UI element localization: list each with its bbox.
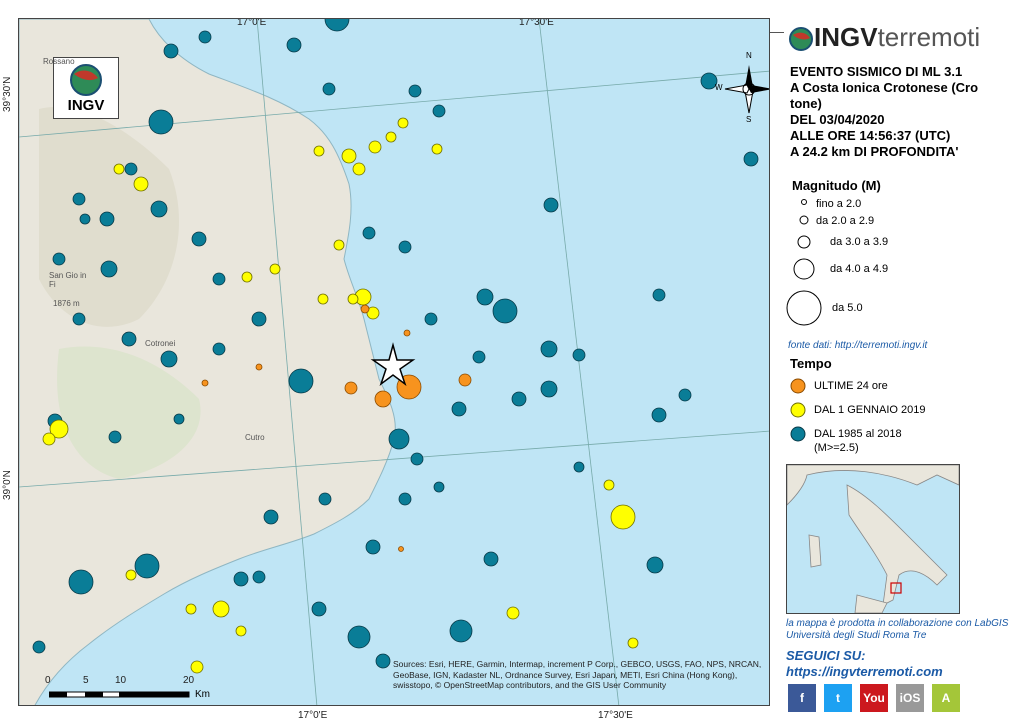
mag-class-3: da 3.0 a 3.9 xyxy=(830,236,889,248)
brand-bold: INGV xyxy=(814,22,878,52)
title-line-4: DEL 03/04/2020 xyxy=(790,112,885,127)
scale-tick-20: 20 xyxy=(183,675,195,686)
ingv-logo: INGV xyxy=(53,57,119,119)
mag-class-5: da 5.0 xyxy=(832,302,863,314)
title-line-3: tone) xyxy=(790,96,822,111)
globe-icon xyxy=(70,64,102,96)
website-link[interactable]: https://ingvterremoti.com xyxy=(786,664,943,679)
lat-label-2: 39°0'N xyxy=(2,470,13,500)
mag-class-4: da 4.0 a 4.9 xyxy=(830,263,889,275)
north-arrow: N S W E xyxy=(715,51,769,124)
time-1985: DAL 1985 al 2018 xyxy=(814,428,902,440)
place-cotronei: Cotronei xyxy=(145,339,176,348)
epicenter-star xyxy=(370,342,416,387)
scale-tick-10: 10 xyxy=(115,675,127,686)
legend-panel: INGVterremoti EVENTO SISMICO DI ML 3.1 A… xyxy=(780,18,1024,724)
lon-label-bottom-2: 17°30'E xyxy=(598,710,633,721)
lon-label-bottom-1: 17°0'E xyxy=(298,710,328,721)
android-icon[interactable]: A xyxy=(932,684,960,712)
place-cutro: Cutro xyxy=(245,433,265,442)
title-line-5: ALLE ORE 14:56:37 (UTC) xyxy=(790,128,951,143)
lon-label-top-1: 17°0'E xyxy=(237,18,267,28)
ingv-globe-icon xyxy=(789,27,813,52)
events-past xyxy=(32,19,759,669)
time-2019: DAL 1 GENNAIO 2019 xyxy=(814,404,926,416)
scale-tick-5: 5 xyxy=(83,675,89,686)
place-rossano: Rossano xyxy=(43,57,75,66)
compass-n: N xyxy=(746,51,752,60)
events-recent xyxy=(42,117,639,674)
magnitude-symbols xyxy=(786,199,822,326)
map-attribution: Sources: Esri, HERE, Garmin, Intermap, i… xyxy=(393,659,762,690)
map-base xyxy=(19,19,769,705)
time-heading: Tempo xyxy=(790,356,832,371)
place-sangiovanni: San Gio in Fi xyxy=(49,271,87,289)
title-line-1: EVENTO SISMICO DI ML 3.1 xyxy=(790,64,963,79)
brand-light: terremoti xyxy=(877,22,981,52)
facebook-icon[interactable]: f xyxy=(788,684,816,712)
data-source[interactable]: fonte dati: http://terremoti.ingv.it xyxy=(788,340,928,351)
collaboration-note: la mappa è prodotta in collaborazione co… xyxy=(786,618,1009,641)
event-title: EVENTO SISMICO DI ML 3.1 A Costa Ionica … xyxy=(790,64,1020,160)
time-last24: ULTIME 24 ore xyxy=(814,380,888,392)
connector-line xyxy=(770,32,784,33)
compass-w: W xyxy=(715,83,723,92)
twitter-icon[interactable]: t xyxy=(824,684,852,712)
seismic-map[interactable]: 17°0'E 17°30'E INGV N S W E Rossano San … xyxy=(18,18,770,706)
scale-unit: Km xyxy=(195,689,210,700)
italy-shape xyxy=(787,465,959,613)
scale-tick-0: 0 xyxy=(45,675,51,686)
ios-icon[interactable]: iOS xyxy=(896,684,924,712)
place-peak: 1876 m xyxy=(53,299,80,308)
mag-class-1: fino a 2.0 xyxy=(816,198,862,210)
relief-2 xyxy=(57,346,201,479)
scale-bar: 0 5 10 20 Km xyxy=(45,675,239,705)
compass-icon xyxy=(724,65,769,114)
mag-class-2: da 2.0 a 2.9 xyxy=(816,215,875,227)
title-line-2: A Costa Ionica Crotonese (Cro xyxy=(790,80,979,95)
italy-inset-map xyxy=(786,464,960,614)
logo-text: INGV xyxy=(67,97,105,114)
brand: INGVterremoti xyxy=(788,22,980,53)
scale-graphic xyxy=(49,691,190,698)
time-mag-note: (M>=2.5) xyxy=(814,442,859,454)
time-symbols xyxy=(790,378,806,442)
lon-label-top-2: 17°30'E xyxy=(519,18,554,28)
follow-heading: SEGUICI SU: xyxy=(786,648,866,663)
title-line-6: A 24.2 km DI PROFONDITA' xyxy=(790,144,959,159)
lat-label-1: 39°30'N xyxy=(2,76,13,112)
youtube-icon[interactable]: You xyxy=(860,684,888,712)
magnitude-heading: Magnitudo (M) xyxy=(792,178,881,193)
compass-s: S xyxy=(746,115,752,124)
